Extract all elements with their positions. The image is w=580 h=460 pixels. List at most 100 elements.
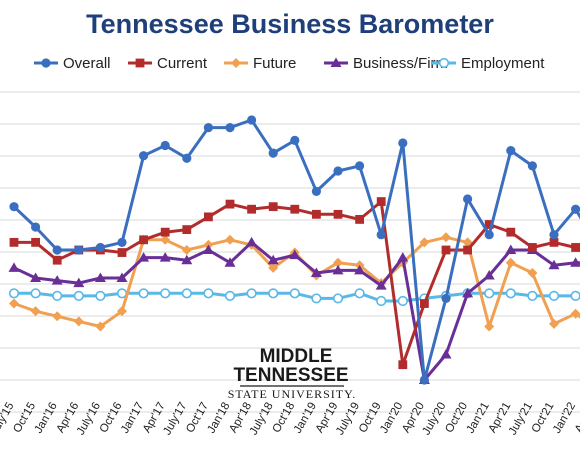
data-point-current: [52, 255, 62, 265]
series-overall: [9, 115, 580, 385]
data-point-business-firm: [375, 280, 387, 290]
data-point-business-firm: [94, 272, 106, 283]
data-point-business-firm: [332, 264, 344, 275]
data-point-future: [441, 232, 451, 243]
data-point-overall: [376, 230, 386, 240]
logo-line1: MIDDLE: [260, 346, 333, 367]
data-point-overall: [311, 186, 321, 196]
data-point-current: [117, 248, 127, 257]
data-point-overall: [247, 115, 257, 125]
data-point-current: [290, 204, 300, 214]
data-point-business-firm: [354, 264, 366, 275]
data-point-business-firm: [202, 244, 214, 254]
data-point-future: [30, 306, 41, 317]
data-point-current: [463, 245, 472, 255]
series-line-business-firm: [13, 240, 580, 382]
data-point-employment: [570, 290, 580, 301]
data-point-current: [312, 209, 321, 219]
data-point-current: [549, 237, 559, 247]
data-point-overall: [139, 151, 149, 161]
data-point-future: [160, 234, 171, 245]
data-point-current: [571, 243, 580, 252]
data-point-overall: [30, 222, 41, 232]
data-point-future: [484, 321, 495, 332]
data-point-employment: [289, 288, 300, 299]
legend-marker: [41, 58, 51, 68]
data-point-current: [376, 197, 386, 206]
data-point-employment: [181, 288, 192, 299]
legend-label: Current: [157, 55, 208, 72]
legend-marker: [330, 57, 342, 67]
data-point-business-firm: [181, 254, 193, 265]
data-point-overall: [549, 230, 559, 240]
data-point-future: [570, 308, 580, 319]
data-point-current: [139, 235, 148, 245]
data-point-employment: [505, 288, 516, 299]
series-employment: [8, 288, 580, 307]
data-point-future: [268, 262, 279, 273]
data-point-business-firm: [289, 249, 301, 260]
data-point-overall: [398, 138, 408, 148]
data-point-employment: [527, 290, 538, 301]
data-point-current: [268, 202, 278, 212]
data-point-current: [204, 212, 213, 222]
data-point-current: [441, 245, 451, 255]
legend-label: Employment: [461, 55, 545, 72]
data-point-future: [73, 316, 84, 327]
data-point-overall: [506, 145, 516, 156]
data-point-current: [398, 360, 408, 370]
data-point-business-firm: [159, 252, 171, 262]
data-point-current: [247, 204, 256, 214]
data-point-future: [95, 321, 106, 332]
data-point-business-firm: [246, 236, 258, 247]
data-point-overall: [203, 123, 213, 133]
data-point-overall: [117, 237, 127, 247]
data-point-overall: [484, 230, 494, 240]
data-point-overall: [527, 161, 538, 171]
data-point-employment: [268, 288, 279, 299]
data-point-overall: [9, 202, 19, 212]
series-business-firm: [8, 236, 580, 384]
data-point-business-firm: [483, 269, 495, 280]
data-point-employment: [311, 293, 322, 304]
data-point-overall: [355, 161, 365, 171]
data-point-current: [225, 199, 235, 209]
data-point-business-firm: [30, 272, 42, 283]
data-point-overall: [160, 140, 170, 151]
data-point-overall: [441, 293, 451, 304]
legend-label: Future: [253, 55, 296, 72]
data-point-business-firm: [138, 252, 150, 262]
data-point-current: [333, 209, 343, 219]
data-point-employment: [224, 290, 236, 301]
series-line-current: [14, 200, 580, 367]
data-point-overall: [74, 245, 84, 255]
series-current: [9, 197, 580, 370]
data-point-overall: [571, 204, 580, 214]
data-point-overall: [419, 375, 429, 385]
data-point-employment: [203, 288, 214, 299]
data-point-current: [506, 227, 516, 237]
data-point-business-firm: [8, 262, 20, 272]
data-point-employment: [160, 288, 171, 299]
data-point-overall: [52, 245, 62, 255]
data-point-current: [9, 237, 19, 247]
data-point-employment: [8, 288, 20, 299]
data-point-future: [52, 311, 63, 322]
legend-item-employment: Employment: [432, 55, 545, 72]
data-point-business-firm: [462, 287, 474, 298]
legend-item-overall: Overall: [34, 55, 111, 72]
data-point-business-firm: [73, 277, 85, 288]
data-point-future: [117, 306, 127, 317]
x-axis: July'15Oct'15Jan'16Apr'16July'16Oct'16Ja…: [0, 401, 580, 438]
data-point-business-firm: [548, 259, 560, 270]
data-point-business-firm: [51, 275, 63, 285]
data-point-future: [333, 257, 343, 268]
data-point-future: [419, 237, 430, 248]
data-point-overall: [463, 194, 473, 204]
data-point-employment: [73, 290, 84, 301]
data-point-employment: [354, 288, 365, 299]
logo-line3: STATE UNIVERSITY.: [228, 387, 357, 401]
data-point-future: [549, 318, 559, 329]
legend-marker: [438, 57, 450, 69]
data-point-employment: [484, 288, 495, 299]
